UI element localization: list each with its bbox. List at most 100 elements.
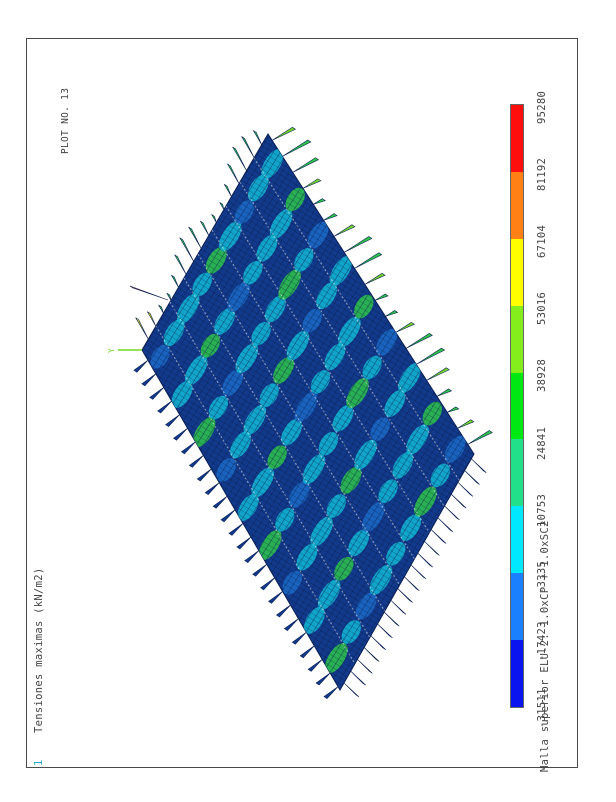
legend-swatch [511, 506, 523, 574]
legend-value: 67104 [536, 225, 548, 259]
legend-value: 81192 [536, 158, 548, 192]
stress-spike [282, 139, 312, 157]
stress-spike [268, 591, 283, 604]
stress-spike [260, 577, 275, 591]
stress-spike [417, 552, 433, 568]
legend-value: -17423 [536, 621, 548, 661]
stress-spike [228, 523, 244, 536]
stress-spike [212, 495, 228, 509]
stress-spike [157, 400, 172, 414]
stress-spike [232, 146, 247, 171]
plot-number: PLOT NO. 13 [60, 87, 71, 154]
stress-spike [275, 604, 291, 618]
stress-spike [384, 611, 400, 627]
stress-spike [457, 419, 475, 429]
stress-spike [363, 647, 380, 662]
legend-swatch [511, 573, 523, 640]
legend-value: 38928 [536, 359, 548, 393]
stress-spike [188, 455, 204, 468]
stress-spike [333, 224, 356, 237]
plot-title: Tensiones maximas (kN/m2) [33, 567, 45, 733]
stress-spike [291, 631, 307, 645]
stress-spike [437, 517, 454, 532]
stress-spike [464, 470, 480, 485]
stress-spike [354, 252, 383, 269]
stress-spike [302, 178, 322, 189]
stress-spike [196, 468, 212, 482]
stress-spike [397, 588, 413, 603]
stress-spike [173, 427, 188, 441]
legend-value: 53016 [536, 292, 548, 326]
stress-spike [410, 564, 427, 580]
stress-spike [149, 387, 165, 400]
stress-spike [467, 430, 493, 445]
stress-spike [395, 321, 415, 333]
stress-spike [252, 563, 267, 577]
stress-spike [204, 482, 220, 495]
stress-spike [236, 536, 252, 550]
stress-spike [135, 317, 149, 340]
color-legend [510, 104, 524, 708]
axis-y-label: Y [107, 348, 116, 353]
stress-spike [426, 367, 450, 381]
stress-spike [313, 198, 326, 205]
legend-value: 10753 [536, 493, 548, 527]
stress-spike [188, 226, 202, 249]
stress-spike [350, 670, 366, 686]
stress-spike [315, 672, 331, 686]
stress-spike [166, 292, 172, 301]
stress-spike [211, 214, 217, 223]
stress-spike [158, 304, 164, 314]
stress-spike [219, 202, 225, 210]
plot-frame [26, 38, 578, 768]
stress-spike [436, 388, 453, 397]
stress-spike [323, 686, 339, 699]
legend-swatch [511, 372, 523, 440]
legend-value: -3335 [536, 560, 548, 594]
legend-swatch [511, 305, 523, 373]
stress-spike [430, 529, 447, 544]
stress-spike [283, 618, 299, 631]
stress-spike [146, 311, 157, 327]
stress-spike [307, 659, 323, 672]
stress-spike [165, 414, 180, 427]
stress-spike [344, 236, 373, 253]
legend-swatch [511, 105, 523, 172]
stress-spike [200, 220, 210, 236]
legend-value: 95280 [536, 90, 548, 124]
stress-spike [171, 274, 179, 288]
stress-spike [323, 213, 338, 221]
stress-spike [424, 541, 440, 556]
stress-spike [404, 576, 420, 591]
stress-spike [377, 623, 393, 639]
stress-spike [227, 163, 240, 184]
stress-spike [405, 332, 433, 349]
stress-spike [451, 493, 467, 509]
stress-spike [220, 509, 236, 523]
corner-marker: 1 [33, 759, 45, 766]
stress-spike [444, 505, 460, 521]
stress-spike [253, 130, 262, 145]
stress-spike [180, 441, 196, 455]
stress-spike [370, 635, 387, 650]
stress-spike [129, 285, 169, 301]
stress-spike [471, 458, 487, 473]
legend-swatch [511, 238, 523, 306]
stress-spike [141, 373, 157, 387]
stress-spike [390, 600, 407, 615]
stress-spike [416, 347, 446, 365]
stress-spike [457, 482, 474, 497]
stress-spike [299, 645, 315, 659]
stress-spike [447, 406, 460, 413]
stress-spike [271, 126, 297, 141]
legend-value: -31511 [536, 688, 548, 728]
stress-spike [244, 550, 260, 563]
stress-spikes [129, 126, 493, 699]
stress-spike [241, 136, 255, 158]
stress-spike [223, 183, 232, 197]
stress-spike [174, 254, 187, 275]
stress-spike [292, 157, 320, 173]
legend-swatch [511, 171, 523, 239]
stress-spike [385, 310, 399, 317]
